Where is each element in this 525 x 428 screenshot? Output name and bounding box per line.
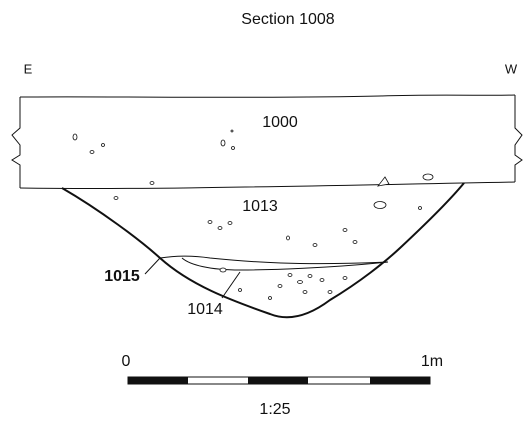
scale-label: 1m — [421, 353, 443, 370]
scale-bar — [127, 376, 431, 385]
scale-ratio: 1:25 — [259, 401, 290, 418]
context-label: 1000 — [262, 114, 298, 131]
orientation-label: E — [24, 61, 33, 76]
orientation-label: W — [505, 61, 518, 76]
section-outline — [11, 94, 523, 319]
context-label: 1014 — [187, 301, 223, 318]
context-label: 1015 — [104, 268, 140, 285]
stones — [72, 129, 434, 300]
context-label: 1013 — [242, 198, 278, 215]
scale-label: 0 — [122, 353, 131, 370]
title: Section 1008 — [241, 11, 335, 28]
